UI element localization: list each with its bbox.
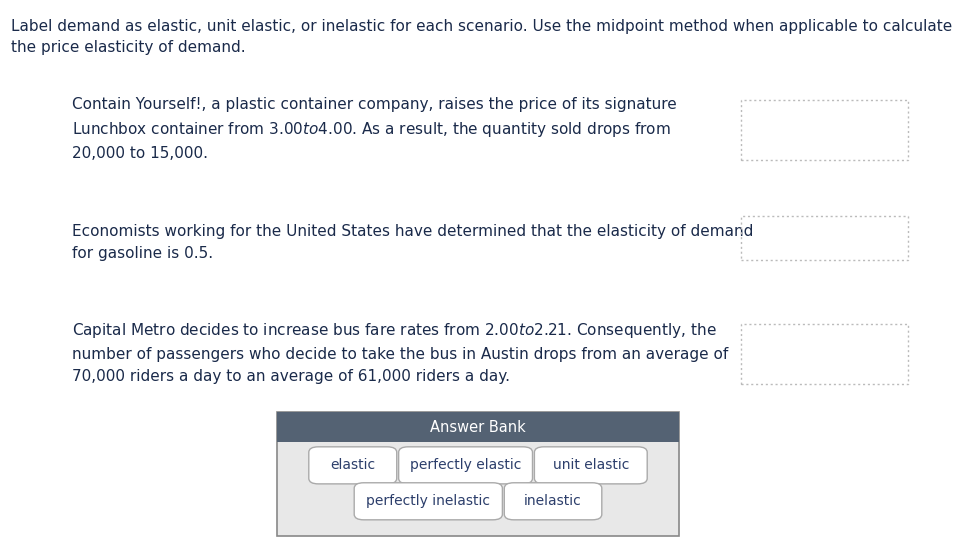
Text: elastic: elastic	[330, 458, 376, 472]
Text: Economists working for the United States have determined that the elasticity of : Economists working for the United States…	[72, 224, 753, 261]
Text: perfectly elastic: perfectly elastic	[410, 458, 521, 472]
FancyBboxPatch shape	[277, 412, 679, 442]
Text: perfectly inelastic: perfectly inelastic	[366, 494, 490, 508]
FancyBboxPatch shape	[354, 483, 503, 520]
FancyBboxPatch shape	[277, 412, 679, 536]
FancyBboxPatch shape	[505, 483, 601, 520]
Text: Contain Yourself!, a plastic container company, raises the price of its signatur: Contain Yourself!, a plastic container c…	[72, 97, 677, 161]
Text: Label demand as elastic, unit elastic, or inelastic for each scenario. Use the m: Label demand as elastic, unit elastic, o…	[11, 19, 953, 55]
Text: Answer Bank: Answer Bank	[430, 420, 526, 435]
FancyBboxPatch shape	[399, 447, 532, 484]
FancyBboxPatch shape	[309, 447, 397, 484]
Text: Capital Metro decides to increase bus fare rates from $2.00 to $2.21. Consequent: Capital Metro decides to increase bus fa…	[72, 321, 728, 384]
Text: inelastic: inelastic	[524, 494, 582, 508]
Text: unit elastic: unit elastic	[553, 458, 629, 472]
FancyBboxPatch shape	[534, 447, 647, 484]
